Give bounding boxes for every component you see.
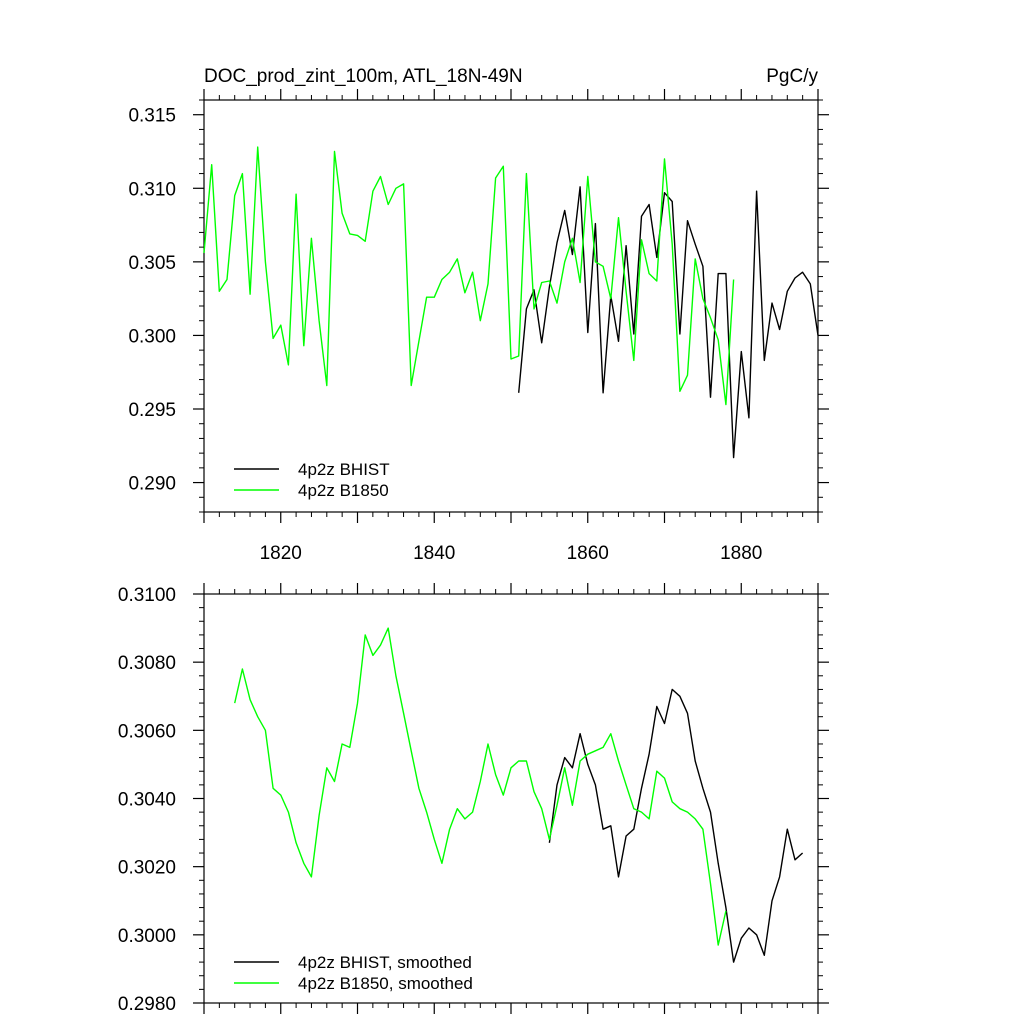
y-tick-label: 0.3020	[118, 858, 176, 879]
legend-label-bhist: 4p2z BHIST	[298, 460, 390, 479]
y-tick-label: 0.305	[128, 253, 176, 274]
y-tick-label: 0.295	[128, 400, 176, 421]
x-tick-label: 1880	[720, 543, 762, 564]
series-line-b1850	[234, 627, 727, 946]
y-tick-label: 0.300	[128, 326, 176, 347]
x-tick-label: 1860	[567, 543, 609, 564]
y-tick-label: 0.3060	[118, 721, 176, 742]
bottom-panel-axes: 0.2980 0.3000 0.3020 0.3040 0.3060 0.3080 0.31…	[118, 583, 829, 1015]
series-line-bhist	[548, 688, 804, 963]
y-tick-label: 0.3100	[118, 585, 176, 606]
top-panel: DOC_prod_zint_100m, ATL_18N-49N PgC/y 18…	[128, 66, 829, 564]
top-panel-legend: 4p2z BHIST 4p2z B1850	[234, 460, 390, 500]
series-line-b1850	[203, 146, 735, 406]
legend-label-b1850-smoothed: 4p2z B1850, smoothed	[298, 974, 473, 993]
top-panel-axes: 1820 1840 1860 1880 0.290 0.295 0.300 0.305 0.31…	[128, 89, 829, 564]
legend-label-bhist-smoothed: 4p2z BHIST, smoothed	[298, 953, 472, 972]
y-tick-label: 0.310	[128, 179, 176, 200]
y-tick-label: 0.315	[128, 106, 176, 127]
y-tick-label: 0.3080	[118, 653, 176, 674]
top-panel-units: PgC/y	[766, 66, 818, 87]
x-tick-label: 1840	[413, 543, 455, 564]
y-tick-label: 0.3000	[118, 926, 176, 947]
bottom-panel-series	[234, 627, 804, 963]
legend-label-b1850: 4p2z B1850	[298, 481, 389, 500]
y-tick-label: 0.3040	[118, 790, 176, 811]
x-tick-label: 1820	[260, 543, 302, 564]
y-tick-label: 0.2980	[118, 994, 176, 1015]
bottom-panel-legend: 4p2z BHIST, smoothed 4p2z B1850, smoothe…	[234, 953, 473, 993]
top-panel-title: DOC_prod_zint_100m, ATL_18N-49N	[204, 66, 523, 87]
top-panel-series	[203, 146, 819, 459]
bottom-panel: 0.2980 0.3000 0.3020 0.3040 0.3060 0.3080 0.31…	[118, 583, 829, 1015]
y-tick-label: 0.290	[128, 474, 176, 495]
